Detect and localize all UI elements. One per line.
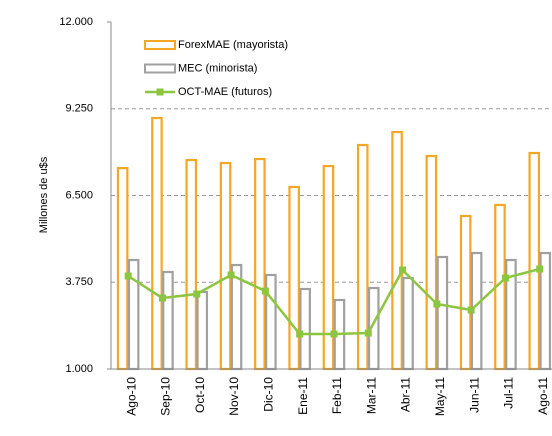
marker: [536, 265, 544, 273]
marker: [467, 306, 475, 314]
bar: [402, 276, 414, 371]
bar: [288, 185, 300, 371]
bar: [162, 270, 174, 371]
marker: [296, 330, 304, 338]
legend-swatch: [144, 63, 176, 74]
x-tick-label: Sep-10: [159, 377, 173, 416]
bar: [151, 116, 163, 371]
bar: [459, 214, 472, 371]
bar: [185, 158, 198, 371]
x-tick-label: Ago-11: [536, 377, 550, 415]
bar: [196, 290, 209, 371]
y-tick-label: 3.750: [65, 276, 93, 288]
legend-marker: [156, 88, 164, 96]
marker: [158, 294, 166, 302]
bar: [299, 287, 311, 371]
marker: [124, 272, 132, 280]
y-tick-label: 6.500: [65, 189, 93, 201]
x-tick-label: Oct-10: [193, 377, 207, 413]
legend-label: OCT-MAE (futuros): [178, 86, 272, 98]
x-tick-label: Mar-11: [364, 377, 378, 414]
bar: [254, 157, 266, 371]
marker: [330, 330, 338, 338]
y-axis-label: Millones de u$s: [38, 156, 50, 233]
x-tick-label: Ago-10: [124, 377, 138, 416]
bar: [528, 151, 541, 371]
bar: [322, 164, 335, 371]
legend-label: MEC (minorista): [178, 62, 257, 74]
x-tick-label: Ene-11: [296, 377, 310, 415]
bar: [391, 130, 403, 371]
x-tick-label: Nov-10: [227, 377, 241, 416]
x-tick-label: Feb-11: [330, 377, 344, 414]
plot: [111, 108, 552, 371]
marker: [501, 274, 509, 282]
bar: [436, 255, 449, 371]
marker: [433, 300, 441, 308]
bar: [230, 263, 243, 371]
legend-swatch: [144, 40, 176, 50]
x-tick-label: Jul-11: [502, 377, 516, 409]
y-tick-label: 12.000: [59, 16, 93, 28]
x-tick-label: Dic-10: [262, 377, 276, 412]
bar: [116, 166, 129, 371]
x-tick-label: Abr-11: [399, 377, 413, 412]
bar: [425, 154, 438, 371]
marker: [193, 290, 201, 298]
marker: [227, 271, 235, 279]
x-tick-label: Jun-11: [467, 377, 481, 413]
marker: [364, 329, 372, 337]
y-tick-label: 1.000: [65, 363, 93, 375]
marker: [399, 266, 407, 274]
marker: [261, 287, 269, 295]
legend-label: ForexMAE (mayorista): [178, 39, 288, 51]
x-tick-label: May-11: [433, 377, 447, 416]
bar: [219, 161, 232, 371]
y-tick-label: 9.250: [65, 103, 93, 115]
